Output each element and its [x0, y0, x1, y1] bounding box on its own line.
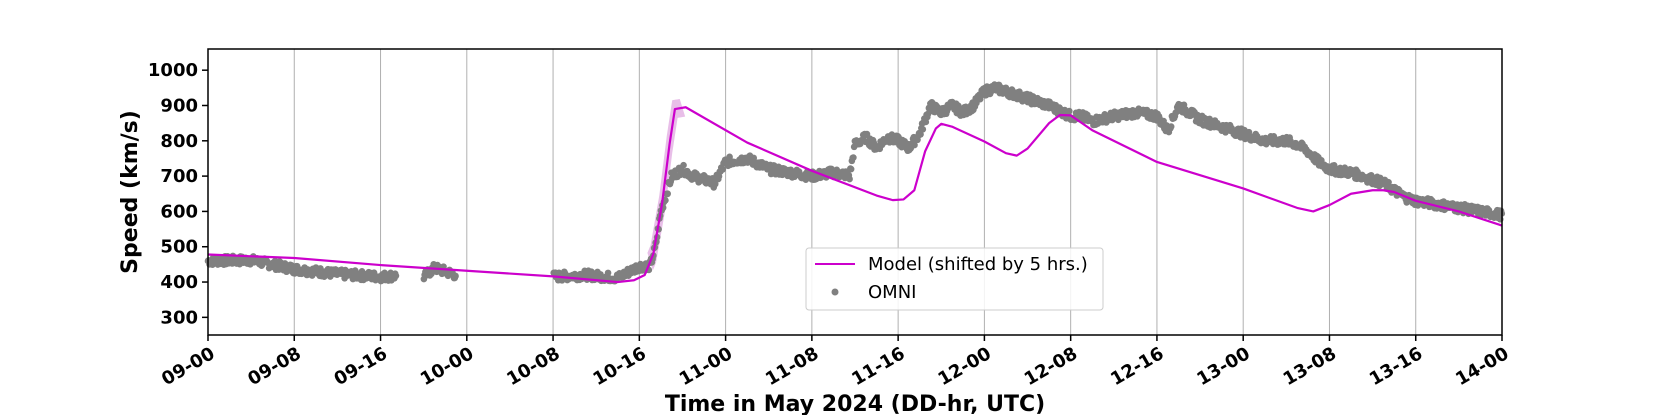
- omni-point: [711, 180, 719, 188]
- omni-point: [919, 126, 927, 133]
- omni-point: [847, 165, 855, 173]
- y-tick-label: 500: [160, 237, 198, 258]
- x-tick-label: 12-16: [1107, 343, 1167, 390]
- x-tick-label: 10-16: [589, 343, 649, 390]
- y-tick-label: 900: [160, 95, 198, 116]
- omni-point: [1385, 178, 1392, 186]
- x-tick-label: 13-08: [1280, 343, 1340, 390]
- omni-point: [664, 190, 671, 198]
- omni-point: [922, 118, 930, 126]
- omni-point: [846, 175, 853, 183]
- legend-box: [805, 247, 1104, 311]
- plot-frame: [207, 48, 1503, 336]
- omni-point: [555, 269, 563, 277]
- omni-point: [1167, 123, 1175, 130]
- x-tick-label: 11-00: [676, 343, 736, 390]
- x-tick-label: 13-16: [1366, 343, 1426, 390]
- omni-point: [680, 161, 687, 169]
- omni-point: [1065, 107, 1073, 115]
- x-tick-label: 11-16: [848, 343, 908, 390]
- x-tick-label: 09-08: [244, 343, 304, 390]
- legend: Model (shifted by 5 hrs.) OMNI: [805, 247, 1104, 311]
- x-tick-label: 13-00: [1193, 343, 1253, 390]
- y-axis: 300 400 500 600 700 800 900 1000: [148, 60, 208, 328]
- y-tick-label: 700: [160, 166, 198, 187]
- omni-point: [604, 269, 612, 277]
- y-tick-label: 800: [160, 131, 198, 152]
- x-tick-label: 10-08: [503, 343, 563, 390]
- omni-point: [1245, 128, 1253, 136]
- x-tick-label: 09-00: [158, 343, 218, 390]
- omni-point: [392, 272, 400, 280]
- omni-point: [917, 131, 924, 138]
- legend-model-label: Model (shifted by 5 hrs.): [868, 254, 1088, 275]
- y-tick-label: 300: [160, 307, 198, 328]
- x-tick-label: 12-08: [1021, 343, 1081, 390]
- model-line: [207, 106, 1503, 284]
- y-axis-title: Speed (km/s): [118, 110, 143, 274]
- grid-lines: [293, 49, 1417, 335]
- omni-series: [204, 81, 1506, 285]
- x-tick-label: 11-08: [762, 343, 822, 390]
- legend-omni-swatch: [831, 288, 839, 296]
- y-tick-label: 600: [160, 201, 198, 222]
- x-tick-label: 12-00: [935, 343, 995, 390]
- omni-point: [719, 166, 727, 173]
- omni-point: [452, 272, 459, 280]
- x-axis: 09-00 09-08 09-16 10-00 10-08 10-16 11-00 11-08…: [158, 335, 1513, 390]
- x-tick-label: 14-00: [1452, 343, 1512, 390]
- model-series: [207, 106, 1503, 284]
- y-tick-label: 400: [160, 272, 198, 293]
- x-axis-title: Time in May 2024 (DD-hr, UTC): [665, 392, 1045, 415]
- legend-omni-label: OMNI: [868, 282, 916, 303]
- x-tick-label: 09-16: [331, 343, 391, 390]
- x-tick-label: 10-00: [417, 343, 477, 390]
- omni-point: [850, 154, 857, 161]
- y-tick-label: 1000: [148, 60, 198, 81]
